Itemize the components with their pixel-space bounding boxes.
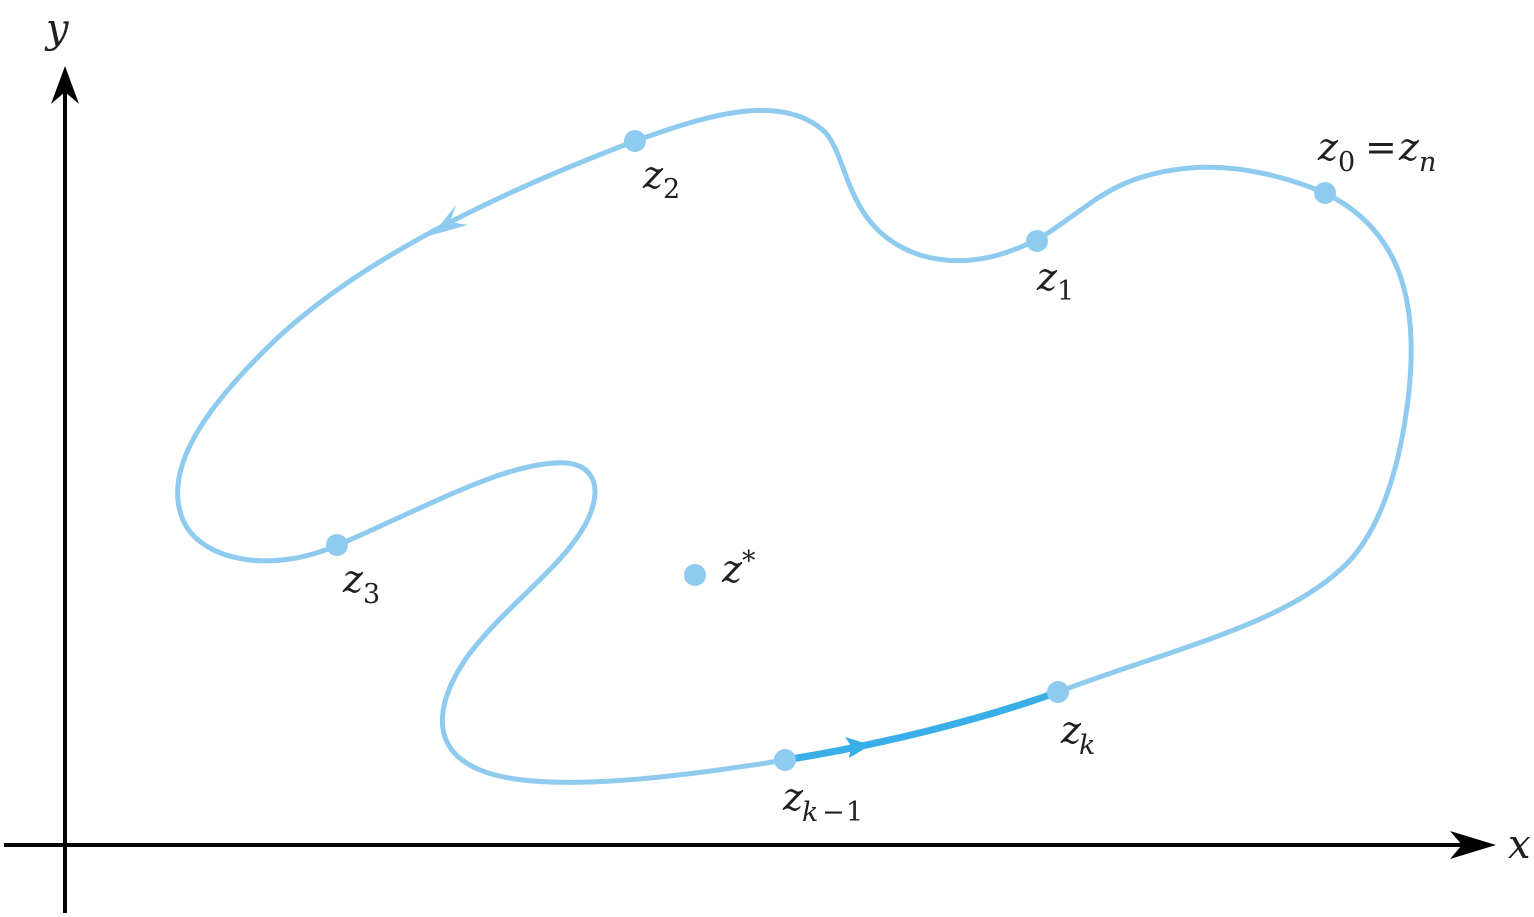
points (326, 130, 1336, 771)
svg-text:z: z (1036, 255, 1058, 299)
closed-contour-curve (175, 107, 1414, 785)
svg-text:*: * (742, 546, 756, 577)
point-zk-minus-1 (774, 749, 796, 771)
svg-text:=: = (1365, 125, 1397, 169)
svg-text:3: 3 (363, 579, 380, 610)
svg-text:z: z (1398, 125, 1420, 169)
point-zstar (684, 564, 706, 586)
point-z3 (326, 534, 348, 556)
svg-text:1: 1 (846, 797, 863, 828)
x-axis-arrowhead (1450, 831, 1496, 859)
svg-text:k: k (802, 797, 818, 828)
label-zk: z k (1060, 708, 1095, 761)
label-zstar: z * (721, 546, 756, 591)
highlighted-arc-arrow (845, 737, 871, 758)
svg-text:z: z (342, 557, 364, 601)
label-z1: z 1 (1036, 255, 1074, 307)
x-axis-label: x (1508, 822, 1531, 868)
svg-text:z: z (1060, 708, 1082, 752)
svg-text:1: 1 (1057, 276, 1074, 307)
label-z3: z 3 (342, 557, 380, 610)
label-z0-equals-zn: z 0 = z n (1317, 125, 1436, 178)
point-z0 (1314, 182, 1336, 204)
y-axis-label: y (44, 6, 70, 52)
point-z2 (624, 130, 646, 152)
svg-text:−: − (822, 797, 845, 828)
svg-text:z: z (642, 153, 664, 197)
direction-arrow-upper (432, 205, 468, 235)
svg-text:n: n (1419, 147, 1436, 178)
point-z1 (1026, 230, 1048, 252)
svg-text:z: z (721, 547, 743, 591)
highlighted-arc (781, 688, 1062, 764)
y-axis-arrowhead (51, 66, 79, 104)
svg-text:z: z (1317, 125, 1339, 169)
svg-text:2: 2 (663, 174, 680, 205)
svg-text:0: 0 (1338, 147, 1355, 178)
point-zk (1047, 681, 1069, 703)
svg-text:k: k (1079, 730, 1095, 761)
svg-text:z: z (782, 775, 804, 819)
label-z2: z 2 (642, 153, 680, 205)
label-zk-minus-1: z k − 1 (782, 775, 863, 828)
axes (4, 66, 1496, 913)
